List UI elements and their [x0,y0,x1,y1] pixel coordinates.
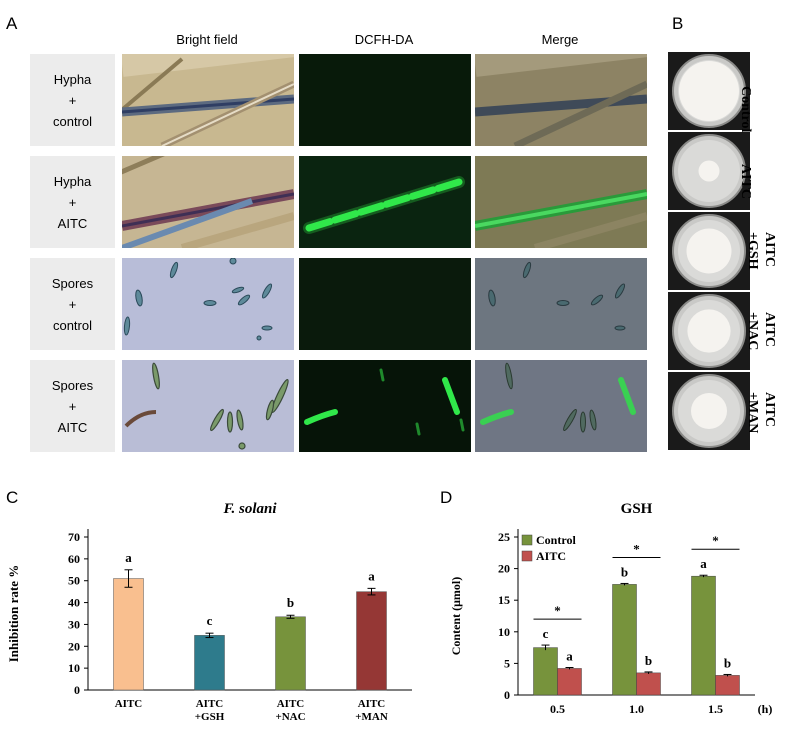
micrograph-merge-hypha-control [475,54,647,146]
chart-c-ytick-label: 0 [74,683,80,697]
chart-c-category-label: +MAN [355,711,388,723]
plate-colony-4 [687,309,731,353]
panel-letter-a: A [6,14,18,33]
chart-d-bar [691,575,716,696]
micrograph-bright-hypha-control [122,54,294,146]
chart-d-category-label: 0.5 [550,702,565,716]
chart-c-ytick-label: 40 [68,596,80,610]
chart-d-ytick-label: 0 [504,688,510,702]
plate-colony-3 [686,228,732,274]
chart-d-bar [636,672,661,696]
micrograph-bright-spores-aitc [122,360,294,452]
chart-d-category-label: 1.5 [708,702,723,716]
chart-d-letter: a [700,556,707,571]
micrograph-dcfh-spores-control [299,258,471,350]
chart-inhibition-rate: F. solani Inhibition rate % 0 10 20 30 40 50 60 7… [6,501,412,723]
plate-label-aitc-man: AITC +MAN [745,392,777,434]
chart-d-legend-label: Control [536,533,576,547]
chart-d-significance: * [554,603,561,618]
row-label-hypha-aitc: Hypha + AITC [30,156,115,248]
micrograph-bright-hypha-aitc [122,156,294,248]
chart-c-title: F. solani [222,501,277,517]
plate-colony-5 [691,393,727,429]
chart-d-bar [612,584,637,696]
chart-d-bar [715,675,740,696]
chart-c-bar [356,591,387,691]
plate-label-aitc: AITC [738,164,753,200]
chart-c-category-label: AITC [277,698,305,710]
chart-c-ytick-label: 20 [68,639,80,653]
chart-d-category-label: 1.0 [629,702,644,716]
chart-d-significance: * [633,541,640,556]
panel-letter-b: B [672,14,684,33]
row-label-spores-control: Spores + control [30,258,115,350]
chart-c-ytick-label: 10 [68,661,80,675]
column-header-bright-field: Bright field [176,32,238,47]
chart-d-bar [557,668,582,696]
panel-letter-c: C [6,488,19,507]
chart-c-category-label: AITC [115,698,143,710]
column-header-merge: Merge [541,32,579,47]
chart-d-bar [533,647,558,696]
panel-b-plates: Control AITC AITC +GSH AITC +NAC AITC +M… [668,52,796,454]
micrograph-merge-spores-control [475,258,647,350]
micrograph-dcfh-hypha-control [299,54,471,146]
chart-c-category-label: +GSH [195,711,225,723]
chart-c-ytick-label: 30 [68,617,80,631]
chart-d-letter: b [724,655,731,670]
micrograph-dcfh-hypha-aitc [299,156,471,248]
micrograph-merge-spores-aitc [475,360,647,452]
chart-d-letter: c [543,626,549,641]
chart-c-ytick-label: 70 [68,530,80,544]
chart-d-ytick-label: 25 [498,530,510,544]
chart-c-bar [194,635,225,691]
chart-c-letter: a [368,568,375,583]
chart-c-category-label: AITC [358,698,386,710]
chart-c-letter: a [125,550,132,565]
chart-c-ytick-label: 60 [68,552,80,566]
chart-d-legend-swatch [521,534,533,546]
chart-gsh-content: GSH Content (μmol) 0 5 10 15 20 25 c a * 0.5 b b * 1.0 a… [449,501,773,716]
chart-d-letter: b [645,653,652,668]
chart-c-category-label: AITC [196,698,224,710]
chart-d-ytick-label: 20 [498,562,510,576]
chart-d-letter: a [566,649,573,664]
plate-label-control: Control [738,86,753,133]
micrograph-bright-spores-control [122,258,294,350]
row-label-spores-aitc: Spores + AITC [30,360,115,452]
chart-d-legend-swatch [521,550,533,562]
chart-c-category-label: +NAC [275,711,305,723]
chart-d-ytick-label: 10 [498,625,510,639]
chart-c-bar [113,578,144,691]
plate-colony-1 [679,61,739,121]
chart-d-letter: b [621,564,628,579]
chart-d-title: GSH [621,501,653,517]
chart-d-xlabel: (h) [758,702,773,716]
row-label-hypha-control: Hypha + control [30,54,115,146]
chart-d-legend-label: AITC [536,549,566,563]
plates-image [668,52,750,450]
plate-colony-2 [698,160,720,182]
plate-label-aitc-nac: AITC +NAC [745,312,777,351]
micrograph-merge-hypha-aitc [475,156,647,248]
chart-d-ylabel: Content (μmol) [449,577,463,655]
chart-c-ytick-label: 50 [68,574,80,588]
chart-d-ytick-label: 5 [504,656,510,670]
chart-c-ylabel: Inhibition rate % [6,565,21,663]
column-header-dcfh-da: DCFH-DA [354,32,414,47]
chart-d-ytick-label: 15 [498,593,510,607]
chart-c-bar [275,616,306,691]
chart-c-letter: c [207,613,213,628]
chart-d-significance: * [712,533,719,548]
chart-c-letter: b [287,595,294,610]
micrograph-dcfh-spores-aitc [299,360,471,452]
plate-label-aitc-gsh: AITC +GSH [745,232,777,270]
panel-letter-d: D [440,488,453,507]
